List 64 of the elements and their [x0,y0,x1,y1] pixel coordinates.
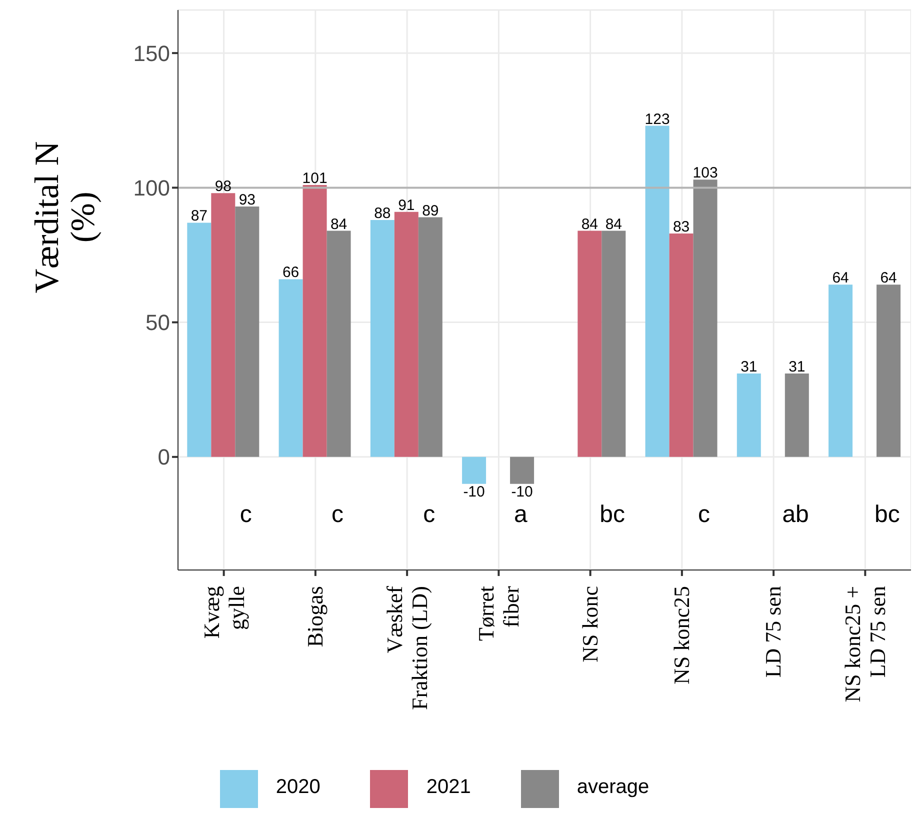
x-tick-label: LD 75 sen [760,586,786,678]
data-label: 87 [190,208,208,225]
bar [578,230,602,457]
bar [784,373,809,457]
bar [876,284,901,457]
y-tick-label: 0 [158,444,170,470]
annotation: ab [782,500,809,528]
data-label: 101 [302,170,328,187]
y-axis-title: Værdital N (%) [29,141,102,294]
x-tick-label: NS konc25 [668,586,694,684]
annotation: a [514,500,528,528]
x-tick-label: Biogas [302,586,328,648]
data-label: -10 [463,483,485,500]
data-label: 84 [330,216,348,233]
data-label: 31 [740,358,758,376]
annotation: c [423,500,436,528]
bar [693,180,718,457]
data-label: 93 [238,192,256,209]
y-tick-label: 150 [133,40,170,66]
bar [370,220,394,457]
annotation: c [240,500,252,528]
data-label: 83 [672,218,690,236]
bar [394,212,418,457]
bar [187,222,212,457]
legend-label: 2021 [426,776,471,798]
x-tick-label: NS konc [577,586,602,662]
bar [278,279,303,457]
data-label: 64 [832,270,849,287]
bar [302,185,327,457]
bar [462,456,486,484]
bar [828,284,853,457]
annotation: c [698,500,710,528]
bar [510,456,534,484]
data-label: 64 [880,270,897,287]
bar [326,230,351,457]
data-label: 123 [644,110,670,128]
bar [211,193,236,457]
data-label: 31 [788,358,806,376]
legend-label: average [576,776,650,798]
legend-label: 2020 [276,776,320,798]
data-label: -10 [511,483,533,500]
data-label: 103 [692,164,718,182]
bar [645,126,670,457]
x-tick-label: Tørret fiber [474,585,524,641]
y-tick-label: 100 [133,176,170,200]
data-label: 88 [374,205,391,222]
data-label: 89 [422,202,439,220]
bar [602,230,626,457]
bar [669,233,694,457]
x-tick-label: Væskef Fraktion (LD) [382,585,432,710]
bar [418,217,442,457]
data-label: 84 [605,216,622,233]
bar [736,373,761,457]
annotation: bc [874,500,900,528]
data-label: 66 [282,264,300,282]
y-tick-label: 50 [146,310,170,336]
x-tick-label: NS konc25 + LD 75 sen [840,586,890,702]
bar [235,206,260,457]
annotation: bc [600,500,625,528]
data-label: 84 [581,216,598,233]
data-label: 98 [214,178,232,196]
x-tick-label: Kvæg gylle [198,586,249,639]
annotation: c [331,500,344,528]
data-label: 91 [398,196,415,214]
